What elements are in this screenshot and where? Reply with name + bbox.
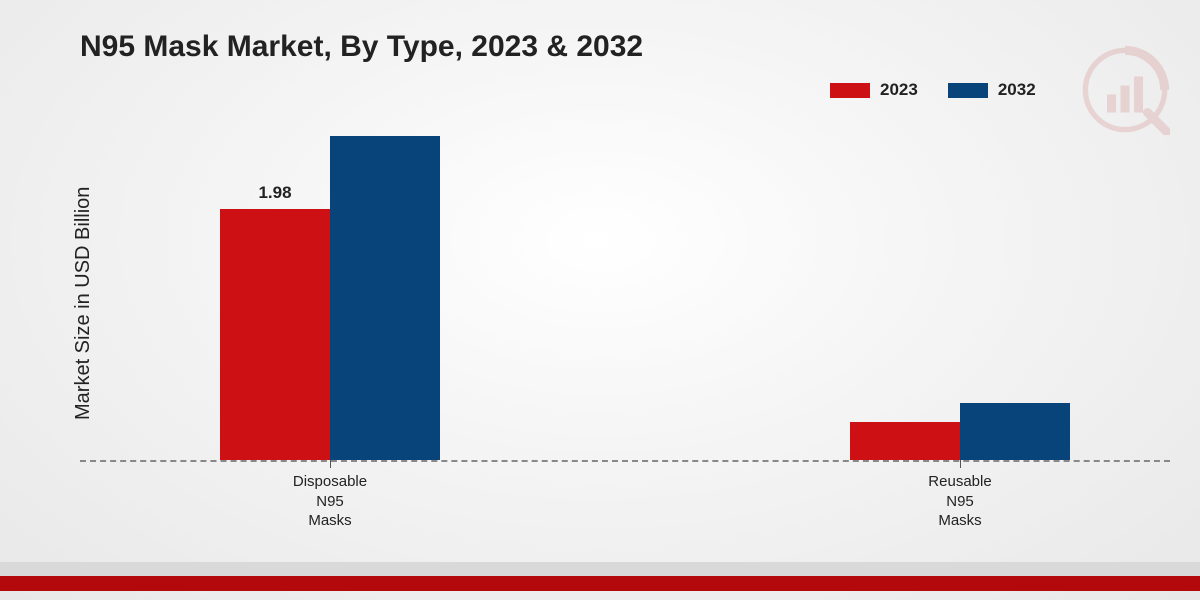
chart-baseline (80, 460, 1170, 462)
y-axis-label: Market Size in USD Billion (72, 187, 95, 420)
legend-label-2023: 2023 (880, 80, 918, 100)
watermark-logo-icon (1080, 45, 1170, 140)
bar (330, 136, 440, 460)
x-axis-tick (330, 460, 331, 468)
x-axis-tick (960, 460, 961, 468)
footer-bar-grey (0, 562, 1200, 576)
bar (960, 403, 1070, 460)
legend-item-2032: 2032 (948, 80, 1036, 100)
legend-swatch-2032 (948, 83, 988, 98)
bar (220, 209, 330, 460)
legend: 2023 2032 (830, 80, 1036, 100)
legend-item-2023: 2023 (830, 80, 918, 100)
legend-label-2032: 2032 (998, 80, 1036, 100)
x-axis-label: DisposableN95Masks (270, 472, 390, 531)
chart-title: N95 Mask Market, By Type, 2023 & 2032 (80, 30, 643, 64)
legend-swatch-2023 (830, 83, 870, 98)
bar-value-label: 1.98 (220, 183, 330, 203)
x-axis-label: ReusableN95Masks (900, 472, 1020, 531)
chart-area: 1.98DisposableN95MasksReusableN95Masks (110, 130, 1170, 460)
footer-bar (0, 562, 1200, 591)
bar (850, 422, 960, 460)
footer-bar-red (0, 576, 1200, 591)
